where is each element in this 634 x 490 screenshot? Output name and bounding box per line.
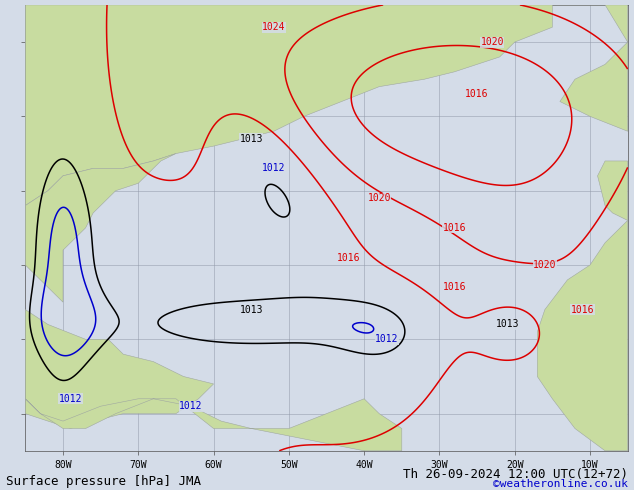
Text: 1016: 1016 <box>443 223 466 233</box>
Polygon shape <box>552 5 628 131</box>
Text: 1016: 1016 <box>465 89 489 99</box>
Text: 1020: 1020 <box>533 260 557 270</box>
Text: 1013: 1013 <box>495 319 519 329</box>
Text: 1020: 1020 <box>368 193 391 203</box>
Text: 1012: 1012 <box>179 401 203 411</box>
Text: 1016: 1016 <box>337 252 361 263</box>
Polygon shape <box>25 153 176 302</box>
Text: 1012: 1012 <box>262 163 285 173</box>
Text: 1013: 1013 <box>240 305 263 315</box>
Polygon shape <box>25 5 552 206</box>
Text: 1016: 1016 <box>443 282 466 293</box>
Text: Surface pressure [hPa] JMA: Surface pressure [hPa] JMA <box>6 474 202 488</box>
Text: Th 26-09-2024 12:00 UTC(12+72): Th 26-09-2024 12:00 UTC(12+72) <box>403 468 628 481</box>
Text: ©weatheronline.co.uk: ©weatheronline.co.uk <box>493 479 628 489</box>
Polygon shape <box>25 310 214 428</box>
Polygon shape <box>597 161 628 220</box>
Text: 1012: 1012 <box>375 334 399 344</box>
Polygon shape <box>25 399 402 451</box>
Text: 1016: 1016 <box>571 305 594 315</box>
Text: 1013: 1013 <box>240 134 263 144</box>
Text: 1020: 1020 <box>481 37 504 47</box>
Polygon shape <box>537 220 628 451</box>
Text: 1012: 1012 <box>59 394 82 404</box>
Text: 1024: 1024 <box>262 22 285 32</box>
